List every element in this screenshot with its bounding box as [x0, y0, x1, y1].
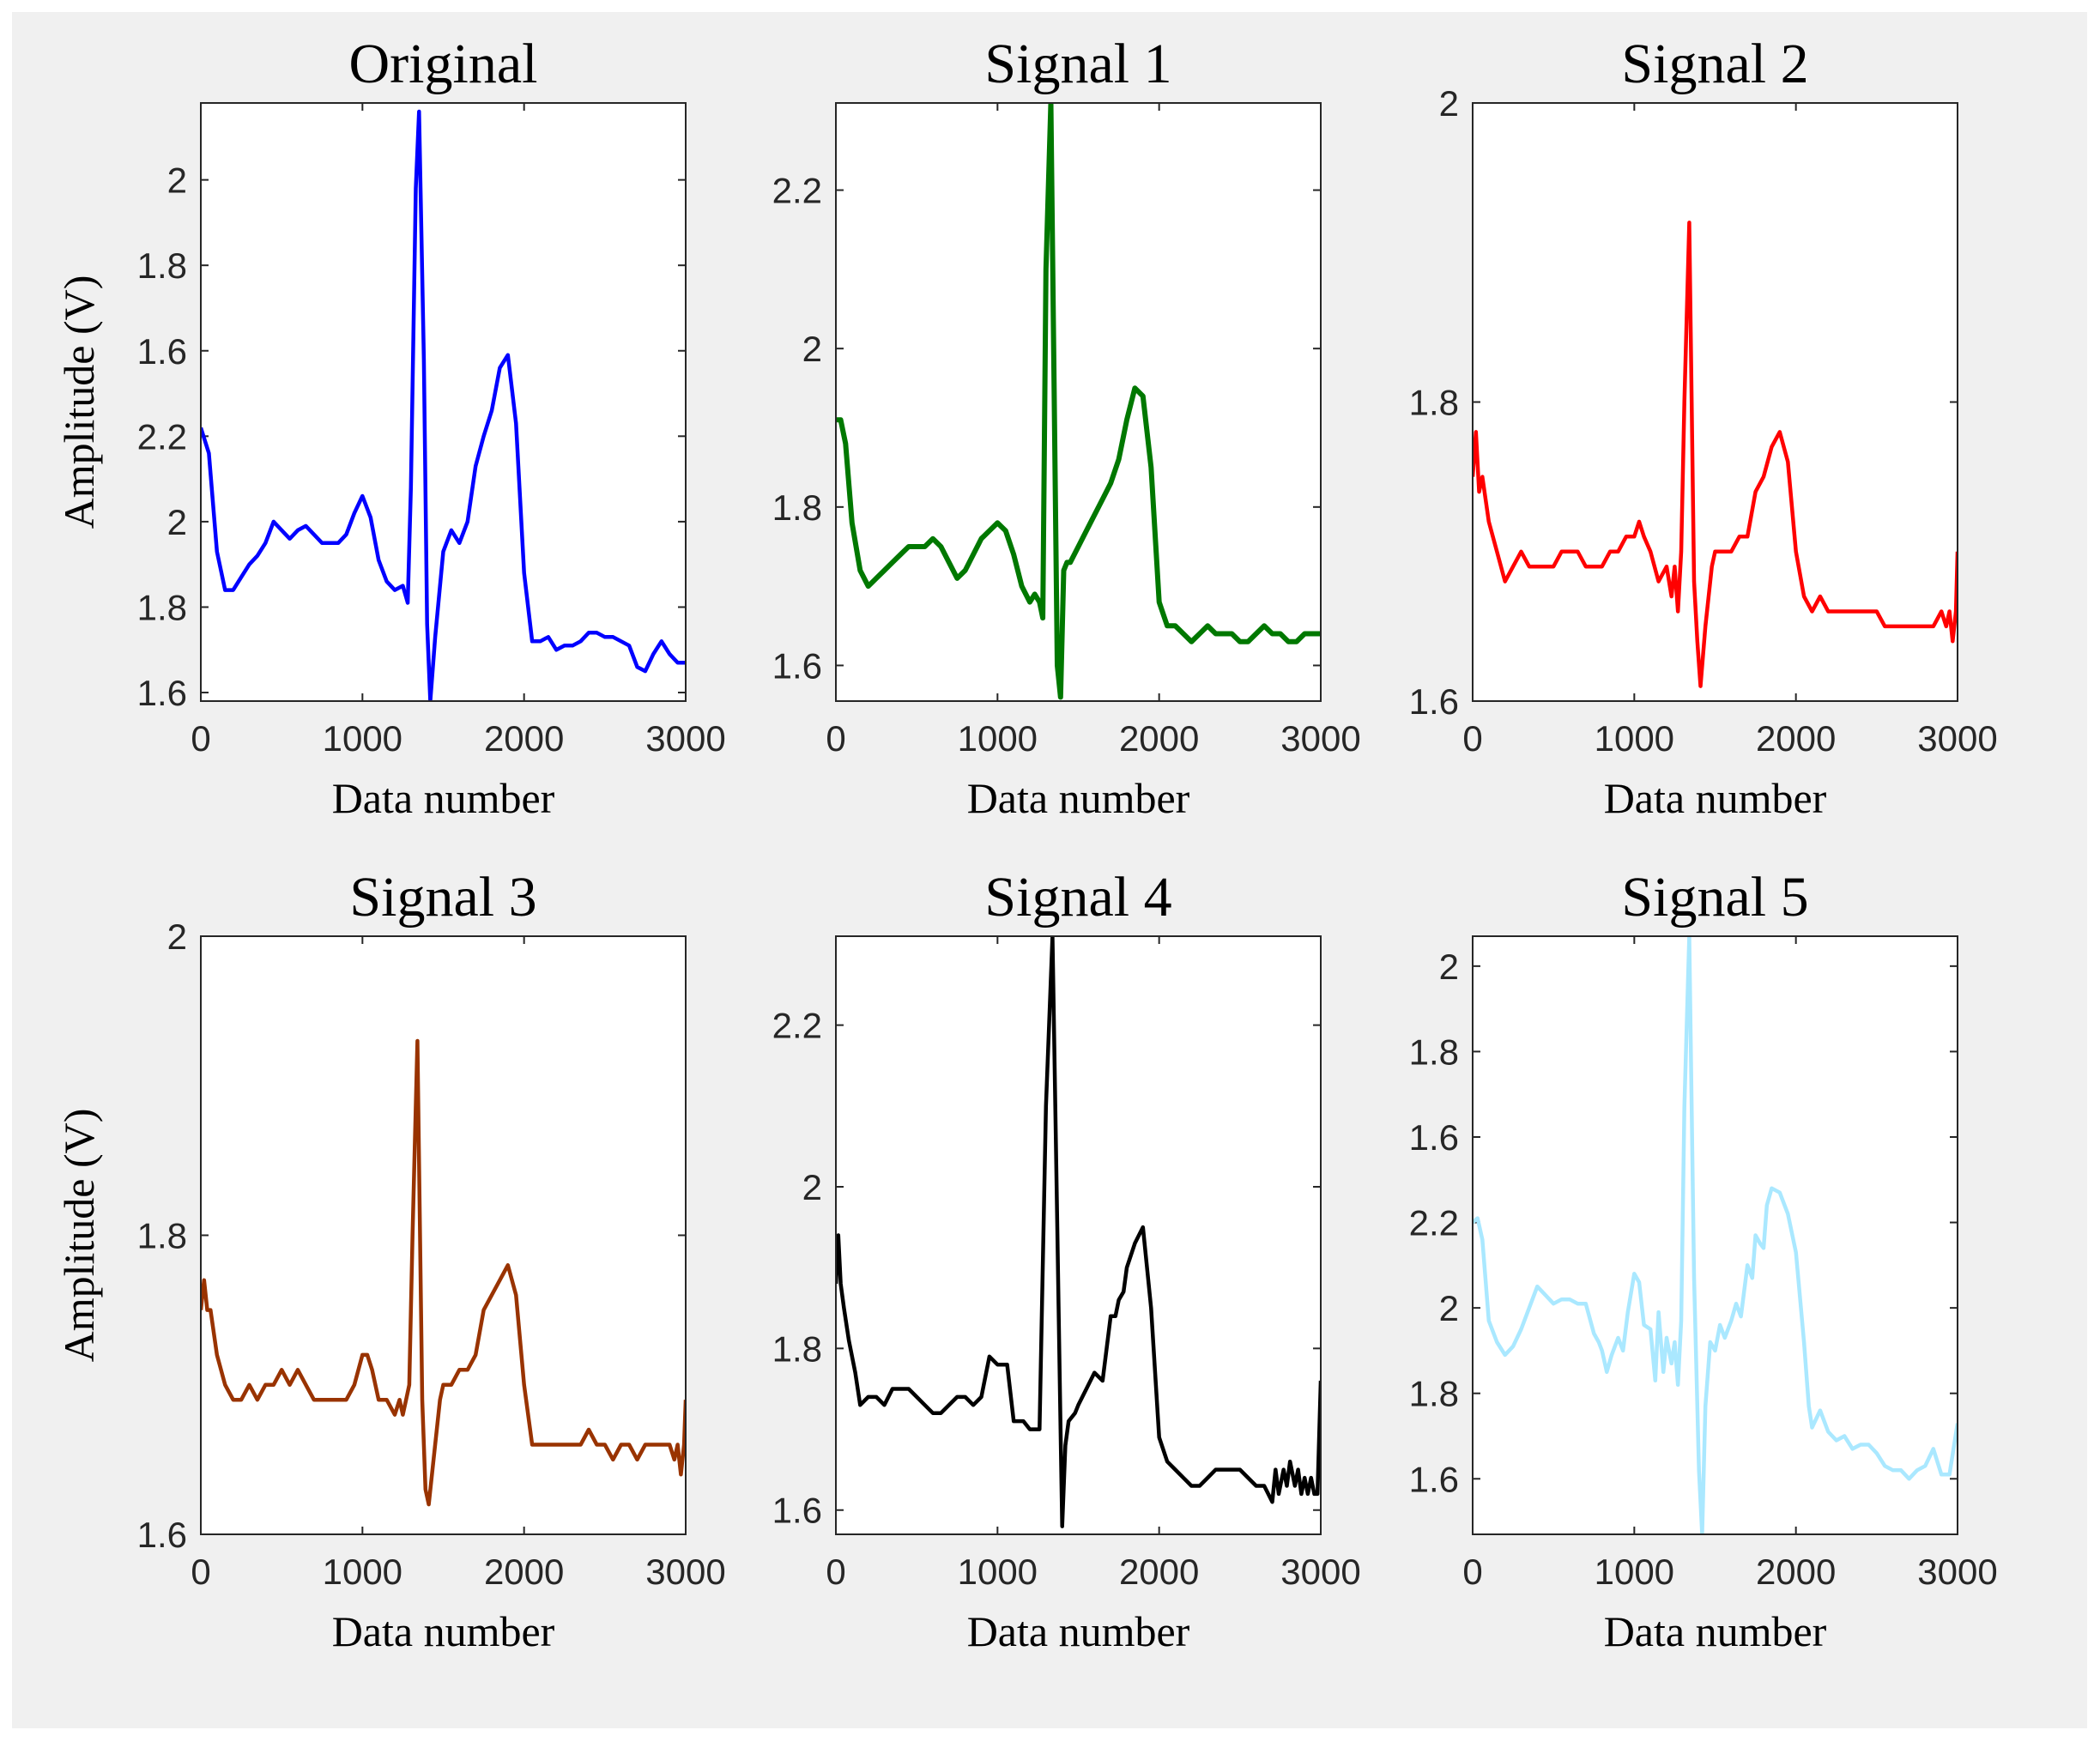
- y-tick-label: 2.2: [137, 416, 187, 457]
- x-tick-label: 2000: [484, 718, 564, 759]
- subplot-title: Signal 1: [984, 33, 1171, 95]
- x-axis-label: Data number: [332, 1607, 555, 1655]
- subplot-signal-3: 0 1000 2000 3000 1.6 1.8 2 Signal 3 Data number A…: [55, 866, 726, 1655]
- axes-frame: [1472, 102, 1958, 702]
- y-tick-label: 2: [167, 160, 187, 201]
- plot-area: [1473, 103, 1958, 701]
- series-line: [836, 103, 1321, 700]
- y-tick-label: 2: [802, 329, 822, 369]
- x-axis-label: Data number: [1604, 774, 1827, 822]
- x-tick-label: 0: [1462, 718, 1482, 759]
- axes-frame: [200, 102, 687, 702]
- series-line: [1473, 221, 1958, 688]
- x-tick-label: 3000: [1917, 718, 1997, 759]
- x-axis-label: Data number: [967, 1607, 1190, 1655]
- y-tick-label: 1.8: [772, 1328, 822, 1369]
- x-tick-label: 1000: [323, 1551, 402, 1592]
- x-tick-label: 0: [191, 1551, 210, 1592]
- subplot-title: Signal 5: [1621, 866, 1808, 928]
- series-line: [201, 1038, 686, 1507]
- y-tick-label: 1.8: [1409, 383, 1459, 423]
- y-axis-label: Amplitude (V): [55, 1109, 103, 1363]
- y-axis-label: Amplitude (V): [55, 275, 103, 529]
- x-tick-label: 0: [826, 1551, 845, 1592]
- y-tick-label: 1.8: [137, 1216, 187, 1256]
- y-tick-label: 1.6: [772, 1491, 822, 1531]
- x-axis-label: Data number: [967, 774, 1190, 822]
- y-tick-label: 2: [1439, 83, 1459, 124]
- x-tick-label: 2000: [1756, 718, 1836, 759]
- subplot-signal-2: 0 1000 2000 3000 1.6 1.8 2 Signal 2 Data number: [1409, 33, 1998, 822]
- figure: 0 1000 2000 3000 1.6 1.8 2 2.2 1.6 1.8 2 Original Da…: [12, 12, 2087, 1728]
- subplot-title: Signal 3: [349, 866, 536, 928]
- y-tick-label: 1.6: [137, 1515, 187, 1555]
- plot-area: [836, 103, 1321, 701]
- subplot-signal-4: 0 1000 2000 3000 1.6 1.8 2 2.2 Signal 4 Data numb…: [772, 866, 1361, 1655]
- subplot-title: Signal 4: [984, 866, 1171, 928]
- x-tick-label: 3000: [1280, 718, 1360, 759]
- chart-grid: 0 1000 2000 30001.61.822.21.61.82OriginalDa…: [55, 33, 1998, 1655]
- axes-frame: [835, 935, 1322, 1535]
- x-tick-label: 0: [191, 718, 210, 759]
- x-tick-label: 3000: [1280, 1551, 1360, 1592]
- plot-area: [201, 103, 686, 701]
- y-tick-label: 1.6: [772, 645, 822, 686]
- x-tick-label: 2000: [1119, 1551, 1199, 1592]
- x-tick-label: 1000: [323, 718, 402, 759]
- y-tick-label: 2: [167, 916, 187, 957]
- series-line: [201, 109, 686, 701]
- x-tick-label: 3000: [1917, 1551, 1997, 1592]
- y-tick-label: 1.8: [137, 587, 187, 627]
- axes-frame: [835, 102, 1322, 702]
- x-axis-label: Data number: [1604, 1607, 1827, 1655]
- y-tick-label: 1.6: [1409, 1117, 1459, 1158]
- x-tick-label: 2000: [484, 1551, 564, 1592]
- series-line: [836, 936, 1321, 1528]
- y-tick-label: 1.8: [1409, 1374, 1459, 1414]
- y-tick-label: 2.2: [772, 171, 822, 211]
- subplot-title: Original: [349, 33, 538, 95]
- y-tick-label: 1.8: [137, 245, 187, 286]
- subplot-original: 0 1000 2000 3000 1.6 1.8 2 2.2 1.6 1.8 2 Original Da…: [55, 33, 726, 822]
- x-tick-label: 1000: [958, 1551, 1038, 1592]
- x-tick-label: 2000: [1119, 718, 1199, 759]
- y-tick-label: 1.6: [1409, 1459, 1459, 1499]
- plot-area: [201, 936, 686, 1534]
- x-tick-label: 0: [826, 718, 845, 759]
- y-tick-label: 2: [802, 1167, 822, 1207]
- y-tick-label: 1.6: [1409, 681, 1459, 722]
- y-tick-label: 1.8: [772, 487, 822, 528]
- series-line: [1473, 936, 1958, 1534]
- y-tick-label: 1.6: [137, 673, 187, 713]
- x-tick-label: 3000: [645, 718, 725, 759]
- y-tick-label: 1.6: [137, 331, 187, 372]
- x-tick-label: 1000: [1595, 1551, 1674, 1592]
- x-tick-label: 0: [1462, 1551, 1482, 1592]
- axes-frame: [1472, 935, 1958, 1535]
- y-tick-label: 2: [1439, 947, 1459, 987]
- subplot-signal-1: 0 1000 2000 3000 1.6 1.8 2 2.2 Signal 1 Data numb…: [772, 33, 1361, 822]
- x-axis-label: Data number: [332, 774, 555, 822]
- subplot-title: Signal 2: [1621, 33, 1808, 95]
- x-tick-label: 1000: [1595, 718, 1674, 759]
- y-tick-label: 1.8: [1409, 1031, 1459, 1072]
- y-tick-label: 2.2: [772, 1006, 822, 1046]
- y-tick-label: 2: [1439, 1288, 1459, 1328]
- x-tick-label: 3000: [645, 1551, 725, 1592]
- plot-area: [836, 936, 1321, 1534]
- y-tick-label: 2.2: [1409, 1203, 1459, 1243]
- x-tick-label: 2000: [1756, 1551, 1836, 1592]
- plot-area: [1473, 936, 1958, 1534]
- subplot-signal-5: 0 1000 2000 3000 1.6 1.8 2 2.2 1.6 1.8 2 Signal 5 Da…: [1409, 866, 1998, 1655]
- y-tick-label: 2: [167, 502, 187, 542]
- x-tick-label: 1000: [958, 718, 1038, 759]
- axes-frame: [200, 935, 687, 1535]
